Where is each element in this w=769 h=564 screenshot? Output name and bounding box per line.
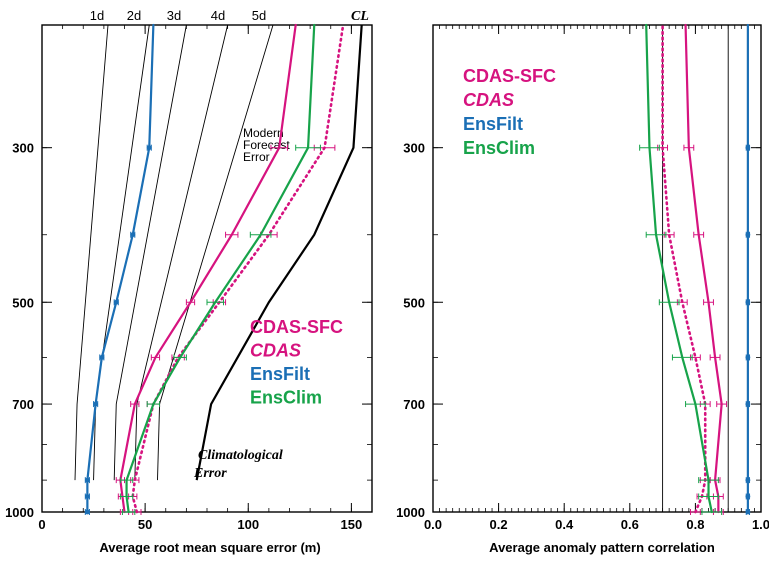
climatological-error-annotation: Climatological [198, 448, 283, 463]
legend-entry: CDAS-SFC [250, 317, 343, 337]
data-point [84, 509, 90, 515]
rmse-panel: 0 50 100 150 300 500 700 1000 Average root mean … [5, 8, 373, 555]
data-point [146, 145, 152, 151]
lead-day-label: 3d [167, 8, 181, 23]
y-tick-label: 1000 [396, 505, 425, 520]
lead-day-line-3d [113, 24, 187, 481]
data-point [93, 401, 99, 407]
x-tick-label: 0.0 [424, 517, 442, 532]
x-tick-label: 150 [341, 517, 363, 532]
data-point [745, 145, 751, 151]
data-point [745, 509, 751, 515]
series-line [119, 23, 297, 514]
data-point [745, 494, 751, 499]
data-point [99, 355, 105, 360]
x-tick-label: 100 [237, 517, 259, 532]
series-line [661, 23, 707, 514]
series-ensfilt [84, 23, 155, 515]
modern-forecast-error-annotation: Modern [243, 126, 284, 140]
x-axis-title: Average root mean square error (m) [99, 540, 320, 555]
x-tick-label: 0.2 [490, 517, 508, 532]
x-tick-label: 0.4 [555, 517, 574, 532]
y-tick-label: 700 [12, 397, 34, 412]
climatological-error-annotation: Error [193, 466, 227, 481]
lead-day-label: 2d [127, 8, 141, 23]
data-point [745, 355, 751, 360]
y-tick-label: 700 [403, 397, 425, 412]
data-point [84, 494, 90, 499]
legend-entry: EnsClim [250, 388, 322, 408]
modern-forecast-error-annotation: Error [243, 150, 270, 164]
x-axis-title: Average anomaly pattern correlation [489, 540, 715, 555]
anomaly-correlation-panel: 0.0 0.2 0.4 0.6 0.8 1.0 300 500 700 1000 Average a… [396, 23, 769, 555]
series-ensfilt [745, 23, 751, 515]
y-tick-label: 500 [403, 295, 425, 310]
series-line [684, 23, 723, 514]
data-point [84, 477, 90, 483]
y-tick-label: 300 [12, 141, 34, 156]
lead-day-line-4d [134, 24, 229, 481]
legend-entry: CDAS [250, 341, 301, 361]
lead-day-line-1d [74, 24, 109, 481]
series-ensclim [119, 23, 321, 515]
lead-day-label: 1d [90, 8, 104, 23]
lead-day-label: 5d [252, 8, 266, 23]
legend-entry: EnsFilt [250, 364, 310, 384]
y-tick-label: 500 [12, 295, 34, 310]
series-line [645, 23, 713, 514]
legend-entry: CDAS [463, 90, 514, 110]
data-point [130, 232, 136, 238]
legend-entry: EnsClim [463, 138, 535, 158]
x-tick-label: 0.6 [621, 517, 639, 532]
x-tick-label: 50 [138, 517, 152, 532]
x-tick-label: 0.8 [686, 517, 704, 532]
series-line [131, 23, 345, 514]
data-point [113, 299, 119, 305]
x-tick-label: 0 [38, 517, 45, 532]
data-point [745, 232, 751, 238]
series-ensclim [639, 23, 723, 515]
legend-entry: EnsFilt [463, 114, 523, 134]
series-line [86, 23, 155, 514]
data-point [745, 401, 751, 407]
y-tick-label: 300 [403, 141, 425, 156]
x-tick-label: 1.0 [752, 517, 769, 532]
lead-day-label: 4d [211, 8, 225, 23]
climatological-error-line [195, 24, 363, 481]
data-point [745, 299, 751, 305]
y-tick-label: 1000 [5, 505, 34, 520]
cl-label: CL [351, 9, 369, 24]
lead-day-line-2d [93, 24, 150, 481]
legend-entry: CDAS-SFC [463, 66, 556, 86]
data-point [745, 477, 751, 483]
